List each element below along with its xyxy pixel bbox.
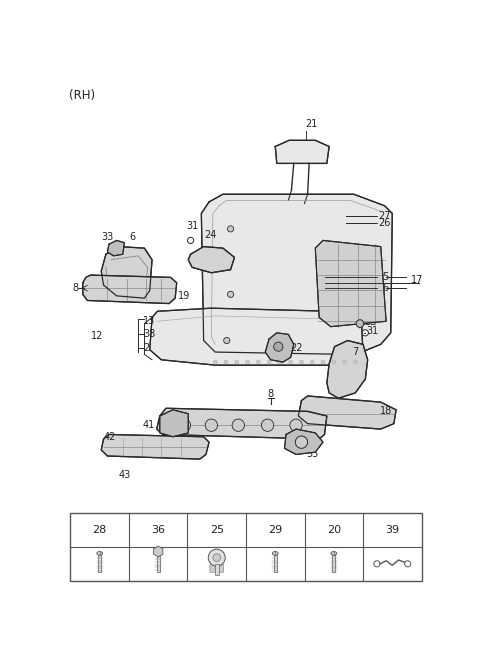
Circle shape <box>278 360 282 364</box>
Circle shape <box>332 360 336 364</box>
Circle shape <box>289 360 293 364</box>
Circle shape <box>343 360 347 364</box>
Circle shape <box>235 360 239 364</box>
Text: 33: 33 <box>101 232 113 242</box>
Text: 35: 35 <box>306 449 318 459</box>
FancyBboxPatch shape <box>98 556 101 572</box>
Text: 8: 8 <box>267 389 274 399</box>
Text: 11: 11 <box>109 243 121 253</box>
Circle shape <box>232 419 244 432</box>
Text: 41: 41 <box>143 420 155 430</box>
Text: 7: 7 <box>352 347 359 357</box>
FancyBboxPatch shape <box>274 556 276 572</box>
Text: 25: 25 <box>210 525 224 535</box>
Circle shape <box>256 360 260 364</box>
Text: 23: 23 <box>365 317 377 327</box>
Polygon shape <box>275 140 329 163</box>
Text: 20: 20 <box>327 525 341 535</box>
Circle shape <box>213 360 217 364</box>
Text: 38: 38 <box>143 329 155 339</box>
FancyBboxPatch shape <box>218 565 224 572</box>
Text: 18: 18 <box>380 406 392 417</box>
Text: 2: 2 <box>143 343 149 353</box>
Text: 29: 29 <box>268 525 282 535</box>
Circle shape <box>362 330 369 336</box>
Circle shape <box>228 291 234 297</box>
Text: 6: 6 <box>129 232 135 242</box>
Polygon shape <box>327 340 368 398</box>
FancyBboxPatch shape <box>215 564 219 575</box>
Circle shape <box>321 360 325 364</box>
Text: 16: 16 <box>378 283 391 293</box>
Text: 17: 17 <box>411 276 423 285</box>
Polygon shape <box>299 396 396 429</box>
Polygon shape <box>108 240 124 256</box>
Text: 31: 31 <box>366 326 378 337</box>
Circle shape <box>353 360 357 364</box>
Circle shape <box>213 554 221 562</box>
Circle shape <box>274 342 283 352</box>
Text: 43: 43 <box>118 470 131 480</box>
Circle shape <box>356 319 364 327</box>
Text: 19: 19 <box>178 291 191 301</box>
Polygon shape <box>188 247 234 273</box>
Text: 39: 39 <box>385 525 399 535</box>
Polygon shape <box>315 240 386 327</box>
Text: 24: 24 <box>204 230 217 240</box>
Circle shape <box>262 419 274 432</box>
Circle shape <box>290 419 302 432</box>
Circle shape <box>178 419 191 432</box>
Text: 36: 36 <box>151 525 165 535</box>
Polygon shape <box>156 408 327 439</box>
Polygon shape <box>101 247 152 298</box>
Circle shape <box>300 360 303 364</box>
Text: 27: 27 <box>378 211 391 221</box>
Polygon shape <box>201 194 392 354</box>
Text: 31: 31 <box>186 221 198 231</box>
FancyBboxPatch shape <box>157 556 159 571</box>
Text: 12: 12 <box>90 331 103 341</box>
Text: 22: 22 <box>291 343 303 353</box>
Text: 8: 8 <box>73 283 79 293</box>
FancyBboxPatch shape <box>210 565 216 572</box>
Polygon shape <box>160 410 188 437</box>
Circle shape <box>228 226 234 232</box>
Polygon shape <box>285 429 323 455</box>
FancyBboxPatch shape <box>71 513 421 581</box>
FancyBboxPatch shape <box>333 556 335 572</box>
Text: 28: 28 <box>93 525 107 535</box>
Circle shape <box>405 561 411 567</box>
Circle shape <box>267 360 271 364</box>
Ellipse shape <box>272 552 278 556</box>
Text: 15: 15 <box>378 272 391 282</box>
Polygon shape <box>265 333 294 362</box>
Polygon shape <box>83 275 177 304</box>
Circle shape <box>208 549 225 566</box>
Circle shape <box>295 436 308 448</box>
Text: 13: 13 <box>143 316 155 326</box>
Circle shape <box>310 360 314 364</box>
Circle shape <box>246 360 250 364</box>
Circle shape <box>188 237 193 243</box>
Text: (RH): (RH) <box>69 89 95 102</box>
Text: 21: 21 <box>305 119 318 129</box>
Ellipse shape <box>331 552 336 556</box>
Circle shape <box>224 337 230 344</box>
Circle shape <box>374 561 380 567</box>
Circle shape <box>224 360 228 364</box>
Polygon shape <box>101 434 209 459</box>
Text: 26: 26 <box>378 218 391 228</box>
Text: 42: 42 <box>104 432 116 441</box>
Ellipse shape <box>97 552 103 556</box>
Circle shape <box>205 419 217 432</box>
Polygon shape <box>150 308 363 365</box>
